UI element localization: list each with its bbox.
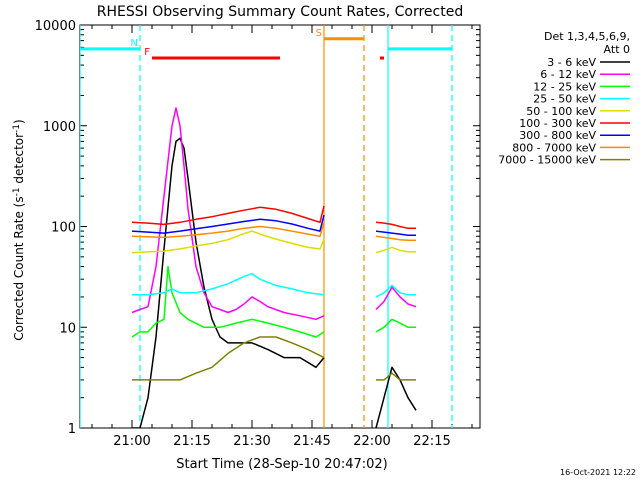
series-line-50-100-kev xyxy=(375,246,416,254)
legend-label: 6 - 12 keV xyxy=(540,68,596,81)
y-tick-label: 1 xyxy=(68,422,76,437)
chart-title: RHESSI Observing Summary Count Rates, Co… xyxy=(97,4,463,20)
x-tick-label: 21:15 xyxy=(173,434,210,449)
series-line-12-25-kev xyxy=(131,265,325,338)
series-line-7000-15000-kev xyxy=(376,372,416,381)
flag-label: F xyxy=(144,47,150,58)
flag-label: S xyxy=(316,28,322,39)
y-tick-label: 10 xyxy=(59,321,76,336)
y-tick-label: 10000 xyxy=(35,19,76,34)
x-tick-label: 21:00 xyxy=(113,434,150,449)
legend-label: 800 - 7000 keV xyxy=(512,141,596,154)
x-axis-label: Start Time (28-Sep-10 20:47:02) xyxy=(176,457,387,472)
legend-header-line1: Det 1,3,4,5,6,9, xyxy=(544,30,630,43)
series-line-300-800-kev xyxy=(375,230,416,236)
legend-label: 3 - 6 keV xyxy=(547,56,596,69)
series-line-800-7000-kev xyxy=(375,235,416,242)
flag-label: N xyxy=(131,38,138,49)
plot-area xyxy=(80,25,453,428)
y-tick-label: 100 xyxy=(51,221,76,236)
legend-label: 25 - 50 keV xyxy=(533,93,596,106)
series-line-7000-15000-kev xyxy=(132,336,325,381)
series-line-800-7000-kev xyxy=(131,222,325,239)
x-tick-label: 22:15 xyxy=(413,434,450,449)
legend-label: 100 - 300 keV xyxy=(519,117,596,130)
y-tick-label: 1000 xyxy=(43,120,76,135)
x-tick-label: 22:00 xyxy=(353,434,390,449)
y-axis-label: Corrected Count Rate (s-1 detector-1) xyxy=(12,119,26,340)
legend-label: 12 - 25 keV xyxy=(533,80,596,93)
series-line-3-6-kev xyxy=(375,366,417,428)
footer-date: 16-Oct-2021 12:22 xyxy=(560,468,636,477)
series-line-6-12-kev xyxy=(131,107,325,321)
series-line-25-50-kev xyxy=(132,272,325,296)
series-line-100-300-kev xyxy=(375,221,416,230)
legend-label: 50 - 100 keV xyxy=(526,105,596,118)
series-line-100-300-kev xyxy=(131,205,325,226)
legend-label: 300 - 800 keV xyxy=(519,129,596,142)
series-line-6-12-kev xyxy=(375,286,417,311)
series-line-50-100-kev xyxy=(131,230,325,254)
series-line-12-25-kev xyxy=(375,318,416,333)
series-line-25-50-kev xyxy=(375,284,416,298)
legend-header-line2: Att 0 xyxy=(604,43,630,56)
x-tick-label: 21:30 xyxy=(233,434,270,449)
x-tick-label: 21:45 xyxy=(293,434,330,449)
legend-label: 7000 - 15000 keV xyxy=(498,154,596,167)
series-line-300-800-kev xyxy=(131,214,325,234)
